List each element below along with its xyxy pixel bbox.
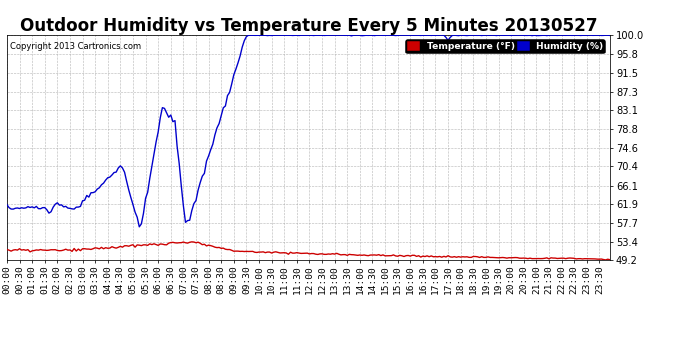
Legend: Temperature (°F), Humidity (%): Temperature (°F), Humidity (%) — [406, 40, 605, 54]
Title: Outdoor Humidity vs Temperature Every 5 Minutes 20130527: Outdoor Humidity vs Temperature Every 5 … — [19, 17, 597, 34]
Text: Copyright 2013 Cartronics.com: Copyright 2013 Cartronics.com — [10, 42, 141, 51]
